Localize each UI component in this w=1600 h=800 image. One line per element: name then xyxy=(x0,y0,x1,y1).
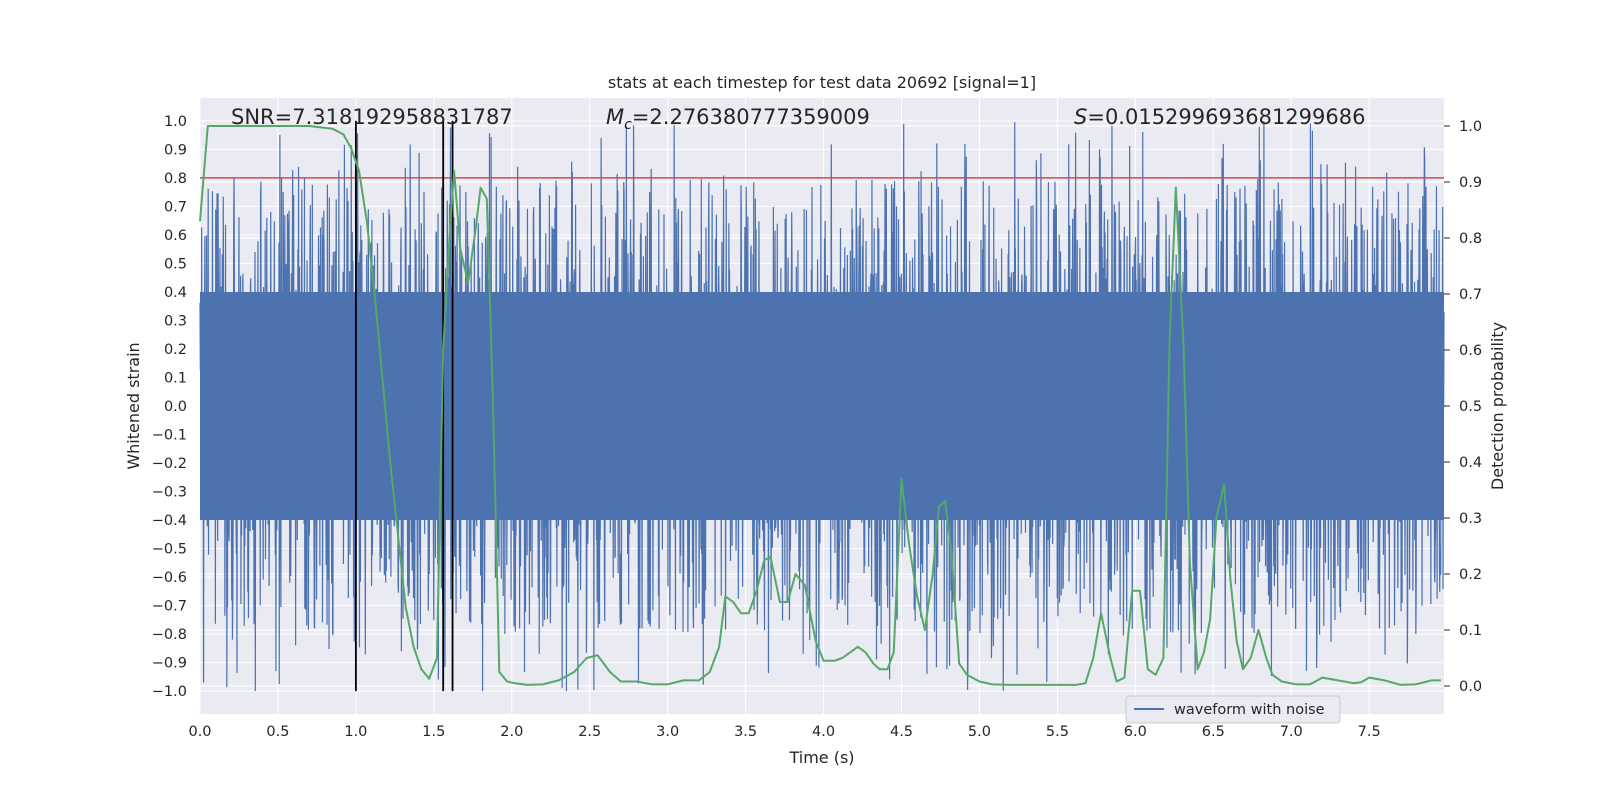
y-axis-label: Whitened strain xyxy=(124,342,143,469)
signal-core-band xyxy=(200,291,1444,521)
x-tick-label: 4.0 xyxy=(812,724,835,740)
y-tick-label: −0.6 xyxy=(152,570,187,586)
y-tick-label: 0.0 xyxy=(164,399,187,415)
probability-line xyxy=(199,125,1441,686)
s-annotation: S=0.015299693681299686 xyxy=(1074,105,1365,129)
y-tick-label: −0.5 xyxy=(152,542,187,558)
y-right-tick-label: 0.7 xyxy=(1459,287,1482,303)
x-tick-label: 2.5 xyxy=(578,724,601,740)
x-tick-label: 1.5 xyxy=(422,724,445,740)
y-tick-label: 0.8 xyxy=(164,171,187,187)
chirp-mass-subscript: c xyxy=(624,117,632,133)
y-tick-label: 0.1 xyxy=(164,370,187,386)
x-tick-label: 3.5 xyxy=(734,724,757,740)
x-tick-label: 5.0 xyxy=(968,724,991,740)
y-axis-ticks: 1.0 0.9 0.8 0.7 0.6 0.5 0.4 0.3 0.2 0.1 0.0 −0.1 −0.… xyxy=(152,114,187,700)
y-tick-label: −0.1 xyxy=(152,428,187,444)
s-symbol: S xyxy=(1074,105,1087,129)
y-tick-label: 0.9 xyxy=(164,142,187,158)
x-tick-label: 3.0 xyxy=(656,724,679,740)
s-value: =0.015299693681299686 xyxy=(1087,105,1365,129)
y-tick-label: 0.7 xyxy=(164,199,187,215)
x-tick-label: 7.0 xyxy=(1280,724,1303,740)
y-right-tick-label: 0.5 xyxy=(1459,399,1482,415)
x-tick-label: 5.5 xyxy=(1046,724,1069,740)
y-right-tick-label: 0.0 xyxy=(1459,679,1482,695)
x-axis-label: Time (s) xyxy=(788,748,854,767)
legend-label: waveform with noise xyxy=(1174,702,1325,718)
y-right-tick-label: 0.2 xyxy=(1459,567,1482,583)
chirp-mass-symbol: M xyxy=(606,105,624,129)
y-tick-label: −0.9 xyxy=(152,656,187,672)
y-tick-label: 0.6 xyxy=(164,228,187,244)
y-right-axis-ticks: 1.0 0.9 0.8 0.7 0.6 0.5 0.4 0.3 0.2 0.1 0.0 xyxy=(1444,119,1482,695)
y-right-tick-label: 0.9 xyxy=(1459,175,1482,191)
y-tick-label: 0.3 xyxy=(164,313,187,329)
x-tick-label: 6.0 xyxy=(1124,724,1147,740)
y-right-tick-label: 0.4 xyxy=(1459,455,1482,471)
chirp-mass-value: =2.276380777359009 xyxy=(632,105,870,129)
y-right-axis-label: Detection probability xyxy=(1488,322,1507,490)
y-right-tick-label: 1.0 xyxy=(1459,119,1482,135)
x-tick-label: 6.5 xyxy=(1202,724,1225,740)
y-tick-label: −0.3 xyxy=(152,485,187,501)
y-tick-label: 1.0 xyxy=(164,114,187,130)
y-right-tick-label: 0.1 xyxy=(1459,623,1482,639)
y-tick-label: −0.8 xyxy=(152,627,187,643)
chirp-mass-annotation: Mc=2.276380777359009 xyxy=(606,105,870,133)
y-tick-label: −1.0 xyxy=(152,684,187,700)
legend: waveform with noise xyxy=(1125,695,1341,724)
y-tick-label: 0.2 xyxy=(164,342,187,358)
x-tick-label: 7.5 xyxy=(1358,724,1381,740)
y-right-tick-label: 0.6 xyxy=(1459,343,1482,359)
y-tick-label: 0.5 xyxy=(164,256,187,272)
y-right-tick-label: 0.8 xyxy=(1459,231,1482,247)
legend-box xyxy=(1125,695,1341,724)
x-axis-ticks: 0.0 0.5 1.0 1.5 2.0 2.5 3.0 3.5 4.0 4.5 5.0 5.5 6.0 6… xyxy=(188,724,1380,740)
x-tick-label: 4.5 xyxy=(890,724,913,740)
chart-title: stats at each timestep for test data 206… xyxy=(608,73,1036,92)
x-tick-label: 1.0 xyxy=(344,724,367,740)
signal-series xyxy=(199,121,1445,692)
y-right-tick-label: 0.3 xyxy=(1459,511,1482,527)
x-tick-label: 0.0 xyxy=(188,724,211,740)
x-tick-label: 0.5 xyxy=(266,724,289,740)
y-tick-label: −0.4 xyxy=(152,513,187,529)
y-tick-label: 0.4 xyxy=(164,285,187,301)
vertical-markers xyxy=(354,120,454,692)
x-tick-label: 2.0 xyxy=(500,724,523,740)
y-tick-label: −0.7 xyxy=(152,599,187,615)
y-tick-label: −0.2 xyxy=(152,456,187,472)
snr-annotation: SNR=7.318192958831787 xyxy=(231,105,513,129)
